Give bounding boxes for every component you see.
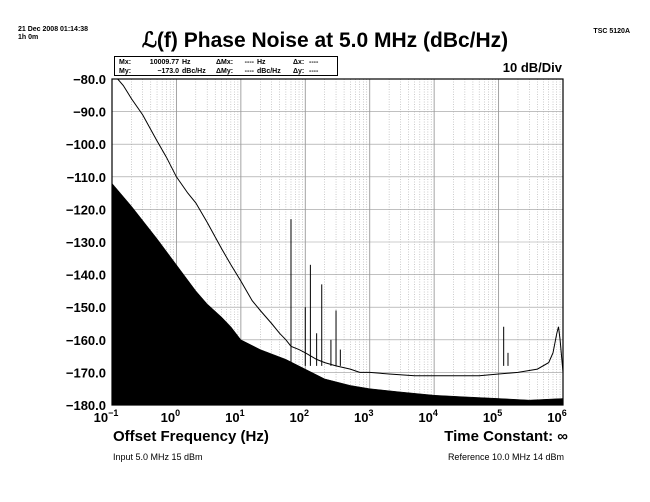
noise-floor-area [111,182,564,406]
x-tick-label: 103 [354,408,373,425]
dx-label: Δx: [293,59,305,66]
y-tick-label: −110.0 [67,170,106,185]
dmy-unit: dBc/Hz [257,68,281,75]
marker-readout: Mx: 10009.77 Hz ΔMx: ---- Hz Δx: ---- My… [114,56,338,76]
scale-label: 10 dB/Div [502,60,562,75]
mx-unit: Hz [182,59,191,66]
chart-title: ℒ(f) Phase Noise at 5.0 MHz (dBc/Hz) [141,29,509,52]
dmy-value: ---- [244,68,254,75]
plot-frame [111,78,564,406]
my-value: −173.0 [157,68,179,75]
instrument-model: TSC 5120A [593,28,630,35]
mx-value: 10009.77 [149,59,179,66]
dy-label: Δy: [293,68,305,75]
dmx-label: ΔMx: [216,59,234,66]
my-unit: dBc/Hz [182,68,206,75]
timestamp: 21 Dec 2008 01:14:38 1h 0m [18,26,88,42]
x-axis-label: Offset Frequency (Hz) [113,428,269,445]
y-tick-label: −90.0 [73,105,106,120]
x-tick-label: 102 [290,408,309,425]
y-tick-label: −140.0 [66,268,106,283]
x-tick-label: 100 [161,408,180,425]
y-tick-label: −120.0 [66,202,106,217]
y-tick-label: −170.0 [66,365,106,380]
dmx-unit: Hz [257,59,266,66]
time-constant: Time Constant: ∞ [444,428,568,445]
y-tick-label: −80.0 [73,72,106,87]
y-tick-label: −160.0 [66,333,106,348]
timestamp-date: 21 Dec 2008 01:14:38 [18,26,89,33]
marker-row-1: Mx: 10009.77 Hz ΔMx: ---- Hz Δx: ---- [119,58,333,67]
y-tick-label: −130.0 [66,235,106,250]
x-tick-label: 101 [225,408,244,425]
mx-label: Mx: [119,59,132,66]
dmx-value: ---- [244,59,254,66]
y-tick-label: −180.0 [66,398,106,413]
dy-value: ---- [309,68,319,75]
x-tick-label: 10−1 [94,408,119,425]
reference-note: Reference 10.0 MHz 14 dBm [447,452,564,462]
my-label: My: [119,68,132,75]
input-note: Input 5.0 MHz 15 dBm [113,452,203,462]
dmy-label: ΔMy: [216,68,234,75]
x-tick-label: 104 [418,408,437,425]
timestamp-elapsed: 1h 0m [18,34,39,41]
x-tick-label: 106 [547,408,566,425]
y-tick-label: −150.0 [66,300,106,315]
x-tick-label: 105 [483,408,502,425]
y-tick-label: −100.0 [66,137,106,152]
marker-row-2: My: −173.0 dBc/Hz ΔMy: ---- dBc/Hz Δy: -… [119,67,333,76]
dx-value: ---- [309,59,319,66]
